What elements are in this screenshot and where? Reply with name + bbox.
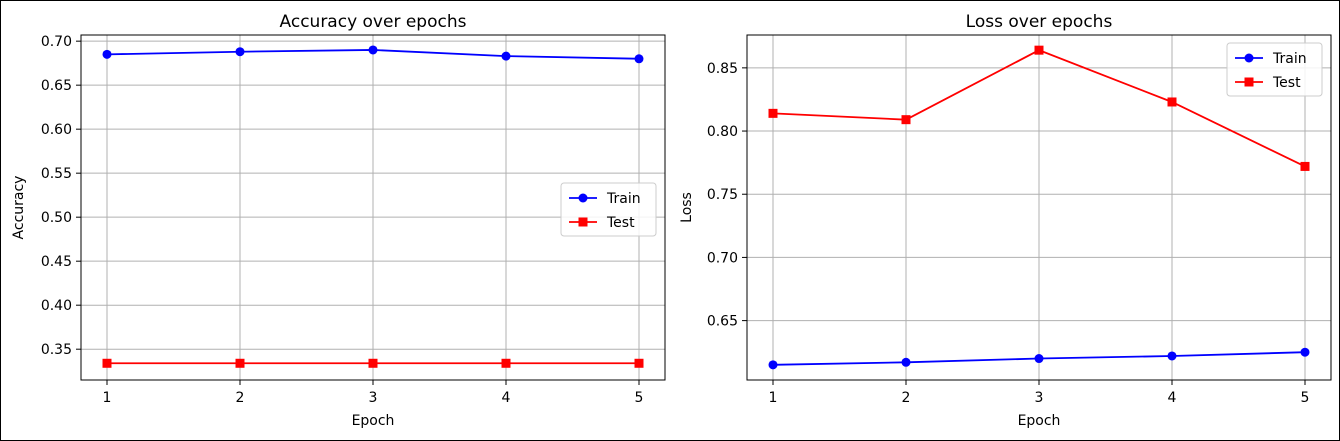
x-axis-label: Epoch <box>352 413 395 429</box>
legend-label-test: Test <box>606 215 635 231</box>
data-point-test <box>1300 161 1310 171</box>
x-tick-label: 4 <box>502 390 511 406</box>
x-tick-label: 2 <box>236 390 245 406</box>
data-point-train <box>1167 351 1177 361</box>
y-axis-label: Loss <box>679 192 695 223</box>
x-tick-label: 3 <box>1035 390 1044 406</box>
y-tick-label: 0.50 <box>41 210 72 226</box>
legend-marker-train <box>578 193 588 203</box>
y-tick-label: 0.75 <box>707 187 738 203</box>
legend: Train Test <box>560 182 657 237</box>
data-point-train <box>1034 354 1044 364</box>
data-point-test <box>1167 97 1177 107</box>
data-point-train <box>1300 347 1310 357</box>
legend-label-train: Train <box>606 191 641 207</box>
legend-marker-test <box>1244 77 1254 87</box>
y-tick-label: 0.85 <box>707 61 738 77</box>
legend: Train Test <box>1226 42 1323 97</box>
chart-panel-1: 1 2 3 4 5 0.35 0.40 0.45 0.50 0.55 0.60 0.65 0.70 Acc… <box>11 12 666 429</box>
data-point-test <box>102 358 112 368</box>
y-axis-label: Accuracy <box>11 176 27 240</box>
data-point-train <box>501 51 511 61</box>
y-tick-label: 0.65 <box>41 78 72 94</box>
data-point-test <box>368 358 378 368</box>
y-tick-label: 0.55 <box>41 166 72 182</box>
data-point-test <box>235 358 245 368</box>
y-tick-label: 0.40 <box>41 298 72 314</box>
y-tick-label: 0.70 <box>41 34 72 50</box>
data-point-test <box>901 115 911 125</box>
data-point-train <box>901 357 911 367</box>
x-tick-label: 5 <box>635 390 644 406</box>
y-tick-label: 0.70 <box>707 250 738 266</box>
y-tick-label: 0.80 <box>707 124 738 140</box>
y-tick-label: 0.35 <box>41 342 72 358</box>
data-point-test <box>634 358 644 368</box>
data-point-test <box>1034 45 1044 55</box>
chart-panel-2: 1 2 3 4 5 0.65 0.70 0.75 0.80 0.85 Loss over epoch… <box>679 12 1332 429</box>
y-tick-label: 0.60 <box>41 122 72 138</box>
legend-label-test: Test <box>1272 75 1301 91</box>
x-tick-label: 4 <box>1168 390 1177 406</box>
data-point-test <box>501 358 511 368</box>
legend-marker-test <box>578 217 588 227</box>
legend-label-train: Train <box>1272 51 1307 67</box>
data-point-train <box>768 360 778 370</box>
data-point-train <box>368 45 378 55</box>
x-tick-label: 1 <box>769 390 778 406</box>
x-tick-label: 2 <box>902 390 911 406</box>
x-tick-label: 3 <box>369 390 378 406</box>
x-tick-label: 1 <box>103 390 112 406</box>
data-point-train <box>634 54 644 64</box>
legend-marker-train <box>1244 53 1254 63</box>
data-point-train <box>102 49 112 59</box>
data-point-train <box>235 47 245 57</box>
y-tick-label: 0.45 <box>41 254 72 270</box>
x-tick-label: 5 <box>1301 390 1310 406</box>
data-point-test <box>768 108 778 118</box>
y-tick-label: 0.65 <box>707 314 738 330</box>
chart-title: Accuracy over epochs <box>280 12 467 32</box>
chart-title: Loss over epochs <box>966 12 1113 32</box>
x-axis-label: Epoch <box>1018 413 1061 429</box>
